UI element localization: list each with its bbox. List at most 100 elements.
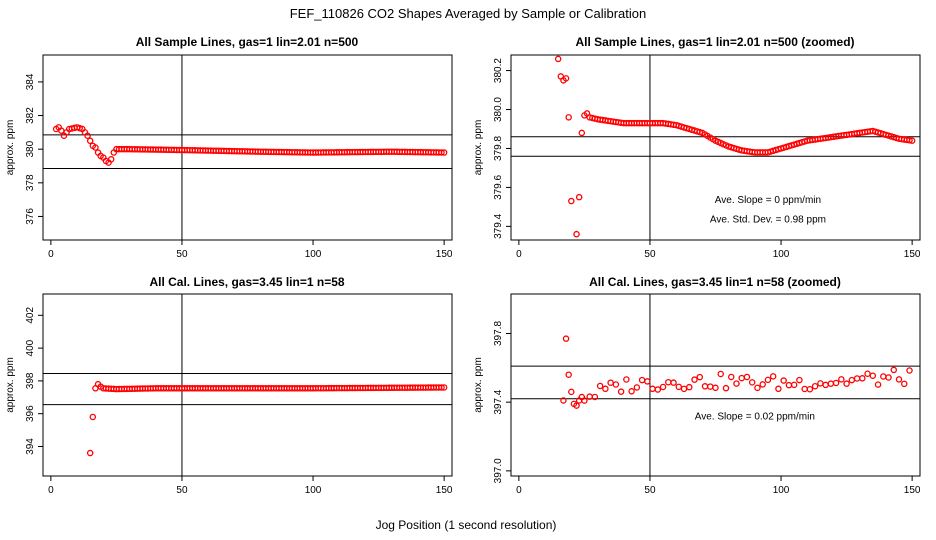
data-point	[691, 376, 698, 383]
y-tick-label: 380	[25, 140, 36, 157]
x-tick-label: 150	[436, 485, 453, 496]
data-point	[890, 366, 898, 374]
data-point	[573, 402, 580, 409]
data-point	[806, 385, 814, 393]
data-point	[89, 413, 97, 421]
data-point	[623, 376, 630, 383]
y-axis-label: approx. ppm	[473, 120, 484, 176]
plot-frame	[42, 54, 453, 241]
x-tick-label: 0	[48, 249, 54, 260]
data-point	[670, 379, 677, 386]
data-point	[906, 367, 913, 374]
data-point	[780, 377, 787, 384]
x-tick-label: 50	[644, 249, 656, 260]
data-point	[649, 385, 656, 393]
data-point	[680, 385, 688, 393]
data-point	[785, 381, 793, 389]
y-tick-label: 398	[25, 372, 36, 389]
x-tick-label: 0	[516, 249, 522, 260]
data-point	[754, 384, 761, 392]
y-tick-label: 378	[25, 174, 36, 191]
data-point	[675, 383, 683, 391]
data-point	[859, 375, 866, 382]
y-tick-label: 380.0	[493, 97, 504, 122]
x-tick-label: 150	[904, 485, 921, 496]
data-point	[562, 335, 570, 342]
data-point	[612, 381, 620, 388]
annotation-text: Ave. Slope = 0 ppm/min	[715, 195, 821, 206]
y-tick-label: 384	[25, 73, 36, 90]
data-point	[775, 385, 782, 393]
x-tick-label: 0	[48, 485, 54, 496]
data-point	[602, 385, 609, 393]
data-point	[801, 385, 808, 393]
data-point	[440, 149, 448, 156]
panel-sample-lines: All Sample Lines, gas=1 lin=2.01 n=500 0 5…	[5, 35, 453, 260]
data-point	[438, 149, 445, 156]
data-point	[864, 370, 871, 378]
data-point	[638, 376, 646, 384]
data-point	[759, 381, 766, 388]
x-tick-label: 100	[773, 249, 790, 260]
data-point	[895, 376, 903, 383]
panel-title: All Sample Lines, gas=1 lin=2.01 n=500 (…	[575, 35, 854, 49]
data-point	[853, 375, 861, 382]
x-tick-label: 100	[305, 249, 322, 260]
annotation-text: Ave. Slope = 0.02 ppm/min	[695, 411, 815, 422]
y-tick-label: 397.0	[493, 458, 504, 483]
data-point	[84, 132, 91, 139]
data-point	[848, 376, 856, 384]
x-tick-label: 50	[176, 249, 188, 260]
data-point	[438, 384, 445, 391]
data-point	[869, 372, 877, 379]
y-tick-label: 379.6	[493, 174, 504, 199]
data-point	[880, 373, 887, 380]
data-point	[568, 388, 575, 396]
data-point	[717, 370, 724, 378]
x-tick-label: 0	[516, 485, 522, 496]
data-point	[659, 383, 667, 391]
data-point	[738, 374, 745, 382]
panel-sample-lines-zoomed: All Sample Lines, gas=1 lin=2.01 n=500 (…	[473, 35, 921, 260]
data-point	[596, 382, 604, 390]
data-point	[712, 384, 719, 392]
data-point	[86, 449, 94, 457]
x-tick-label: 100	[305, 485, 322, 496]
y-axis-label: approx. ppm	[5, 357, 16, 413]
data-point	[748, 379, 756, 386]
y-axis-label: approx. ppm	[473, 357, 484, 413]
data-point	[562, 75, 570, 82]
data-point	[727, 373, 735, 381]
data-point	[665, 378, 672, 386]
data-point	[822, 381, 829, 389]
data-point	[733, 380, 740, 387]
x-tick-label: 100	[773, 485, 790, 496]
data-point	[701, 383, 709, 390]
y-tick-label: 382	[25, 107, 36, 124]
data-point	[560, 397, 567, 404]
data-point	[885, 374, 892, 381]
data-point	[628, 388, 635, 395]
y-axis-label: approx. ppm	[5, 120, 16, 176]
data-point	[644, 378, 651, 385]
data-point	[817, 380, 824, 387]
data-point	[838, 376, 845, 383]
y-tick-label: 379.8	[493, 136, 504, 161]
data-point	[591, 393, 599, 401]
y-tick-label: 397.8	[493, 321, 504, 346]
data-point	[581, 397, 588, 404]
data-point	[707, 383, 714, 390]
y-tick-label: 396	[25, 405, 36, 422]
y-tick-label: 376	[25, 208, 36, 225]
data-point	[575, 193, 583, 201]
data-point	[743, 373, 751, 381]
panel-title: All Cal. Lines, gas=3.45 lin=1 n=58	[149, 275, 344, 289]
data-point	[633, 384, 641, 391]
data-point	[86, 137, 94, 145]
data-point	[832, 379, 840, 387]
data-point	[568, 197, 575, 205]
plot-frame	[510, 54, 921, 241]
y-tick-label: 394	[25, 438, 36, 455]
data-point	[578, 129, 586, 137]
